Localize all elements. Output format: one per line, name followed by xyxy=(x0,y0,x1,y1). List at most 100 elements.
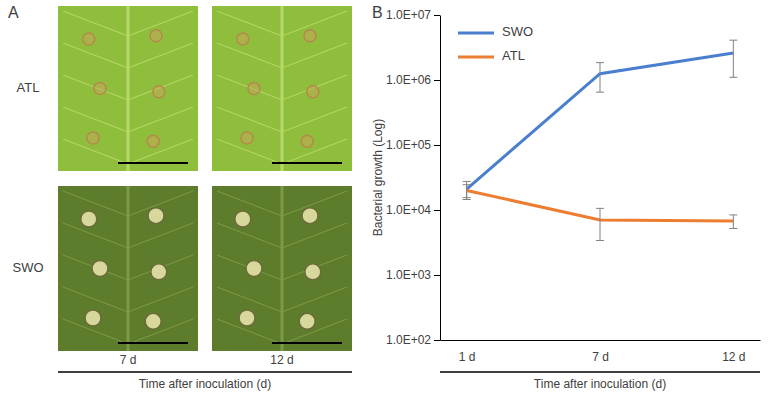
leaf-vein xyxy=(63,223,128,248)
leaf-vein xyxy=(282,107,347,132)
error-bar-stem xyxy=(733,40,734,77)
lesion xyxy=(307,86,319,98)
leaf-midrib xyxy=(281,6,284,171)
y-axis-line xyxy=(440,16,441,341)
leaf-vein xyxy=(63,107,128,132)
y-tick-mark xyxy=(434,340,440,341)
lesion xyxy=(304,30,316,42)
scale-bar xyxy=(118,342,188,344)
plot-marks xyxy=(463,40,738,240)
leaf-midrib xyxy=(281,186,284,351)
error-bar xyxy=(463,185,471,198)
lesion xyxy=(248,83,260,95)
error-bar-cap xyxy=(729,40,737,41)
lesion xyxy=(148,208,164,224)
error-bar xyxy=(596,208,604,240)
y-tick-mark xyxy=(434,15,440,16)
error-bar-stem xyxy=(733,215,734,229)
y-tick-label: 1.0E+06 xyxy=(386,73,431,87)
legend-label: SWO xyxy=(502,24,533,39)
column-label: 7 d xyxy=(120,353,137,367)
error-bar-stem xyxy=(600,208,601,240)
y-tick: 1.0E+03 xyxy=(386,268,440,282)
lesion xyxy=(81,211,97,227)
panel-a: AATLSWO7 d12 dTime after inoculation (d) xyxy=(8,4,352,391)
x-axis-line xyxy=(441,340,761,341)
y-tick: 1.0E+04 xyxy=(386,203,440,217)
leaf-midrib xyxy=(127,186,130,351)
leaf-vein xyxy=(282,139,347,164)
error-bar-cap xyxy=(596,62,604,63)
error-bar-cap xyxy=(729,77,737,78)
leaf-vein xyxy=(128,43,193,68)
legend: SWO ATL xyxy=(458,24,533,63)
leaf-photo xyxy=(212,186,352,351)
leaf-vein xyxy=(217,191,282,216)
leaf-vein xyxy=(282,287,347,312)
leaf-photo xyxy=(58,186,198,351)
leaf-photo xyxy=(58,6,198,171)
panel-label: A xyxy=(8,4,19,21)
leaf-vein xyxy=(217,75,282,100)
leaf-midrib xyxy=(127,6,130,171)
leaf-vein xyxy=(282,255,347,280)
error-bar-cap xyxy=(596,208,604,209)
leaf-vein xyxy=(217,107,282,132)
y-tick: 1.0E+02 xyxy=(386,333,440,347)
x-axis: 1 d7 d12 d xyxy=(441,341,761,364)
leaf-vein xyxy=(128,223,193,248)
leaf-vein xyxy=(128,107,193,132)
photo-bg xyxy=(58,6,198,171)
photo-bg xyxy=(212,186,352,351)
scale-bar xyxy=(272,162,342,164)
lesion xyxy=(235,211,251,227)
error-bar-stem xyxy=(466,181,467,199)
lesion xyxy=(237,33,249,45)
error-bar-cap xyxy=(729,214,737,215)
axis-title: Time after inoculation (d) xyxy=(139,377,271,391)
y-axis-title: Bacterial growth (Log) xyxy=(371,119,385,236)
leaf-vein xyxy=(282,43,347,68)
leaf-vein xyxy=(128,255,193,280)
lesion xyxy=(151,264,167,280)
error-bar xyxy=(596,63,604,93)
leaf-vein xyxy=(282,223,347,248)
lesion xyxy=(87,132,99,144)
lesion xyxy=(147,135,159,147)
legend-swatch xyxy=(458,32,494,35)
panel-b: B1.0E+021.0E+031.0E+041.0E+051.0E+061.0E… xyxy=(371,4,761,391)
bracket-line xyxy=(58,371,352,373)
leaf-photo xyxy=(212,6,352,171)
leaf-vein xyxy=(217,223,282,248)
photo-bg xyxy=(212,6,352,171)
y-tick-mark xyxy=(434,145,440,146)
error-bar-cap xyxy=(463,197,471,198)
x-tick-label: 12 d xyxy=(722,350,745,364)
y-tick-mark xyxy=(434,275,440,276)
x-axis-title: Time after inoculation (d) xyxy=(534,377,666,391)
y-tick-label: 1.0E+05 xyxy=(386,138,431,152)
y-tick-mark xyxy=(434,210,440,211)
leaf-vein xyxy=(217,11,282,36)
lesion xyxy=(301,135,313,147)
row-label: SWO xyxy=(12,260,43,275)
lesion xyxy=(246,261,262,277)
error-bar-cap xyxy=(596,240,604,241)
scale-bar xyxy=(272,342,342,344)
lesion xyxy=(153,86,165,98)
lesion xyxy=(305,264,321,280)
leaf-vein xyxy=(63,287,128,312)
series-line xyxy=(467,53,734,189)
error-bar-cap xyxy=(729,228,737,229)
error-bar xyxy=(729,40,737,77)
lesion xyxy=(241,132,253,144)
y-tick: 1.0E+07 xyxy=(386,8,440,22)
legend-label: ATL xyxy=(502,48,525,63)
error-bar-cap xyxy=(596,92,604,93)
leaf-vein xyxy=(217,43,282,68)
x-tick: 7 d xyxy=(592,350,609,364)
leaf-vein xyxy=(128,75,193,100)
leaf-vein xyxy=(128,287,193,312)
y-tick-label: 1.0E+03 xyxy=(386,268,431,282)
figure-svg: A ATL SWO 7 d 12 d Time after inoculation (d)… xyxy=(0,0,770,400)
